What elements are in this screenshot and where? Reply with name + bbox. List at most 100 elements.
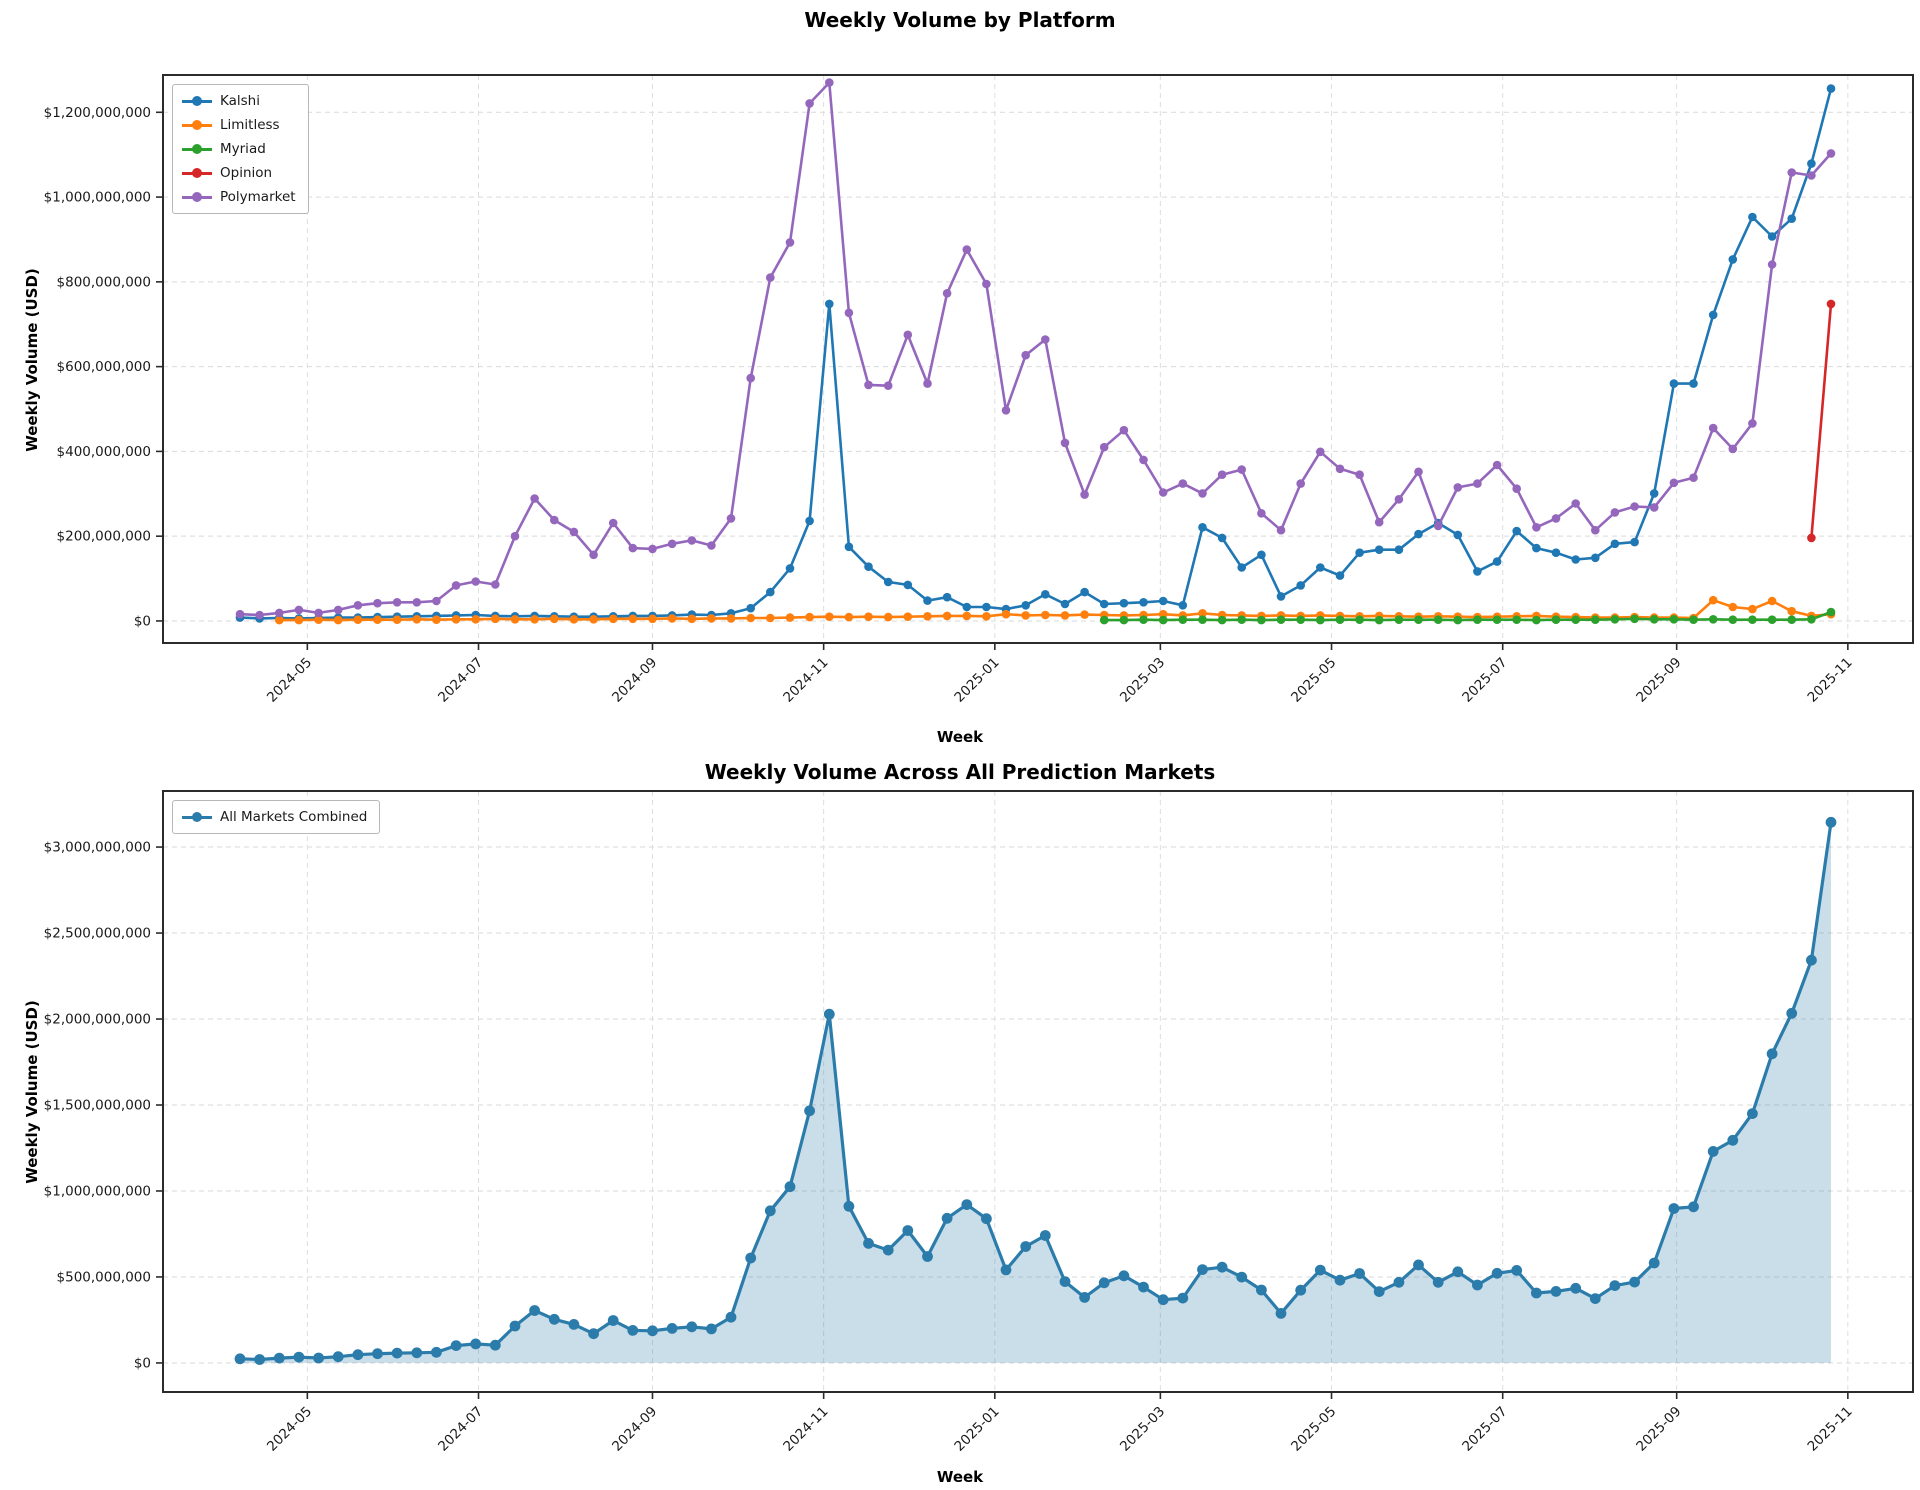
data-point-kalshi	[1826, 84, 1836, 93]
x-tick-label: 2025-05	[1288, 655, 1339, 706]
data-point-myriad	[1198, 615, 1207, 624]
data-point-polymarket	[1649, 503, 1659, 512]
data-point-all-markets-combined	[1688, 1201, 1699, 1213]
data-point-all-markets-combined	[823, 1008, 835, 1020]
data-point-polymarket	[1021, 350, 1030, 360]
data-point-polymarket	[1728, 444, 1738, 454]
y-tick-label: $500,000,000	[57, 1269, 151, 1285]
legend-item-limitless: Limitless	[182, 116, 296, 134]
data-point-myriad	[1787, 615, 1796, 624]
data-point-all-markets-combined	[391, 1347, 403, 1359]
data-point-polymarket	[687, 536, 697, 545]
data-point-polymarket	[1119, 425, 1129, 435]
series-line-kalshi	[238, 87, 1833, 620]
data-point-myriad	[1571, 615, 1580, 624]
x-tick-label: 2025-11	[1804, 655, 1855, 706]
data-point-all-markets-combined	[1511, 1265, 1523, 1276]
data-point-all-markets-combined	[1786, 1007, 1798, 1019]
data-point-polymarket	[491, 580, 500, 589]
data-point-all-markets-combined	[745, 1252, 757, 1264]
data-point-myriad	[1610, 615, 1620, 624]
data-point-all-markets-combined	[1472, 1279, 1483, 1291]
data-point-polymarket	[923, 379, 932, 388]
data-point-limitless	[1787, 606, 1796, 616]
data-point-kalshi	[766, 587, 775, 597]
data-point-all-markets-combined	[1491, 1267, 1503, 1279]
data-point-myriad	[1512, 615, 1521, 624]
data-point-kalshi	[1551, 548, 1561, 557]
data-point-kalshi	[1807, 159, 1816, 168]
data-point-myriad	[1453, 615, 1463, 625]
data-point-all-markets-combined	[1589, 1293, 1601, 1304]
data-point-polymarket	[1374, 517, 1384, 527]
data-point-limitless	[294, 615, 304, 625]
data-point-myriad	[1394, 615, 1404, 624]
data-point-all-markets-combined	[686, 1321, 698, 1333]
data-point-polymarket	[353, 601, 363, 610]
data-point-limitless	[550, 614, 559, 624]
data-point-myriad	[1473, 615, 1482, 624]
data-point-kalshi	[1394, 545, 1404, 554]
data-point-all-markets-combined	[450, 1340, 462, 1351]
data-point-all-markets-combined	[1766, 1048, 1778, 1060]
data-point-myriad	[1237, 615, 1246, 624]
area-fill-all-markets-combined	[240, 822, 1831, 1363]
y-tick-label: $0	[134, 613, 151, 629]
data-point-all-markets-combined	[882, 1244, 894, 1256]
data-point-polymarket	[1748, 419, 1757, 428]
data-point-polymarket	[825, 78, 834, 87]
x-tick-label: 2025-07	[1459, 655, 1510, 706]
data-point-polymarket	[589, 550, 598, 560]
data-point-kalshi	[1689, 379, 1698, 388]
data-point-kalshi	[1669, 379, 1679, 388]
data-point-kalshi	[1296, 581, 1305, 590]
x-tick-label: 2025-09	[1633, 655, 1684, 706]
data-point-limitless	[726, 614, 736, 623]
data-point-myriad	[1217, 615, 1227, 625]
data-point-all-markets-combined	[1354, 1268, 1365, 1279]
data-point-kalshi	[1178, 601, 1188, 610]
data-point-polymarket	[667, 539, 677, 549]
data-point-myriad	[1374, 615, 1384, 625]
data-point-polymarket	[1080, 490, 1089, 499]
data-point-polymarket	[235, 609, 245, 619]
data-point-myriad	[1532, 615, 1541, 625]
data-point-limitless	[1708, 595, 1718, 605]
data-point-limitless	[1198, 609, 1207, 618]
legend-item-opinion: Opinion	[182, 164, 296, 182]
legend-label: Opinion	[220, 165, 273, 181]
data-point-opinion	[1807, 533, 1816, 543]
legend-marker-icon	[182, 195, 212, 199]
data-point-polymarket	[1669, 478, 1679, 488]
data-point-polymarket	[1689, 473, 1698, 483]
data-point-limitless	[864, 612, 873, 621]
data-point-all-markets-combined	[961, 1199, 973, 1210]
y-tick-label: $200,000,000	[57, 529, 151, 545]
legend-marker-icon	[182, 171, 212, 175]
data-point-all-markets-combined	[706, 1323, 717, 1335]
data-point-all-markets-combined	[1629, 1276, 1640, 1288]
data-point-all-markets-combined	[1197, 1264, 1208, 1275]
plot-border	[162, 74, 1914, 644]
data-point-all-markets-combined	[1079, 1292, 1090, 1303]
top-chart: $0 $200,000,000 $400,000,000 $600,000,000 $8…	[44, 74, 1914, 706]
legend-marker-icon	[182, 123, 212, 127]
x-tick-label: 2025-07	[1459, 1404, 1510, 1455]
data-point-all-markets-combined	[784, 1181, 796, 1193]
data-point-polymarket	[1610, 508, 1620, 517]
data-point-all-markets-combined	[902, 1225, 914, 1236]
data-point-polymarket	[746, 373, 755, 383]
x-tick-label: 2025-01	[951, 655, 1002, 706]
data-point-all-markets-combined	[647, 1325, 658, 1337]
x-tick-label: 2024-09	[609, 655, 660, 706]
data-point-all-markets-combined	[1295, 1284, 1307, 1296]
data-point-all-markets-combined	[509, 1320, 521, 1332]
data-point-limitless	[962, 611, 972, 621]
data-point-polymarket	[1001, 406, 1011, 415]
x-tick-label: 2024-11	[780, 655, 831, 706]
data-point-polymarket	[510, 531, 520, 541]
data-point-polymarket	[1296, 479, 1305, 488]
data-point-myriad	[1748, 615, 1757, 624]
data-point-kalshi	[1237, 563, 1246, 572]
data-point-polymarket	[1630, 502, 1639, 511]
